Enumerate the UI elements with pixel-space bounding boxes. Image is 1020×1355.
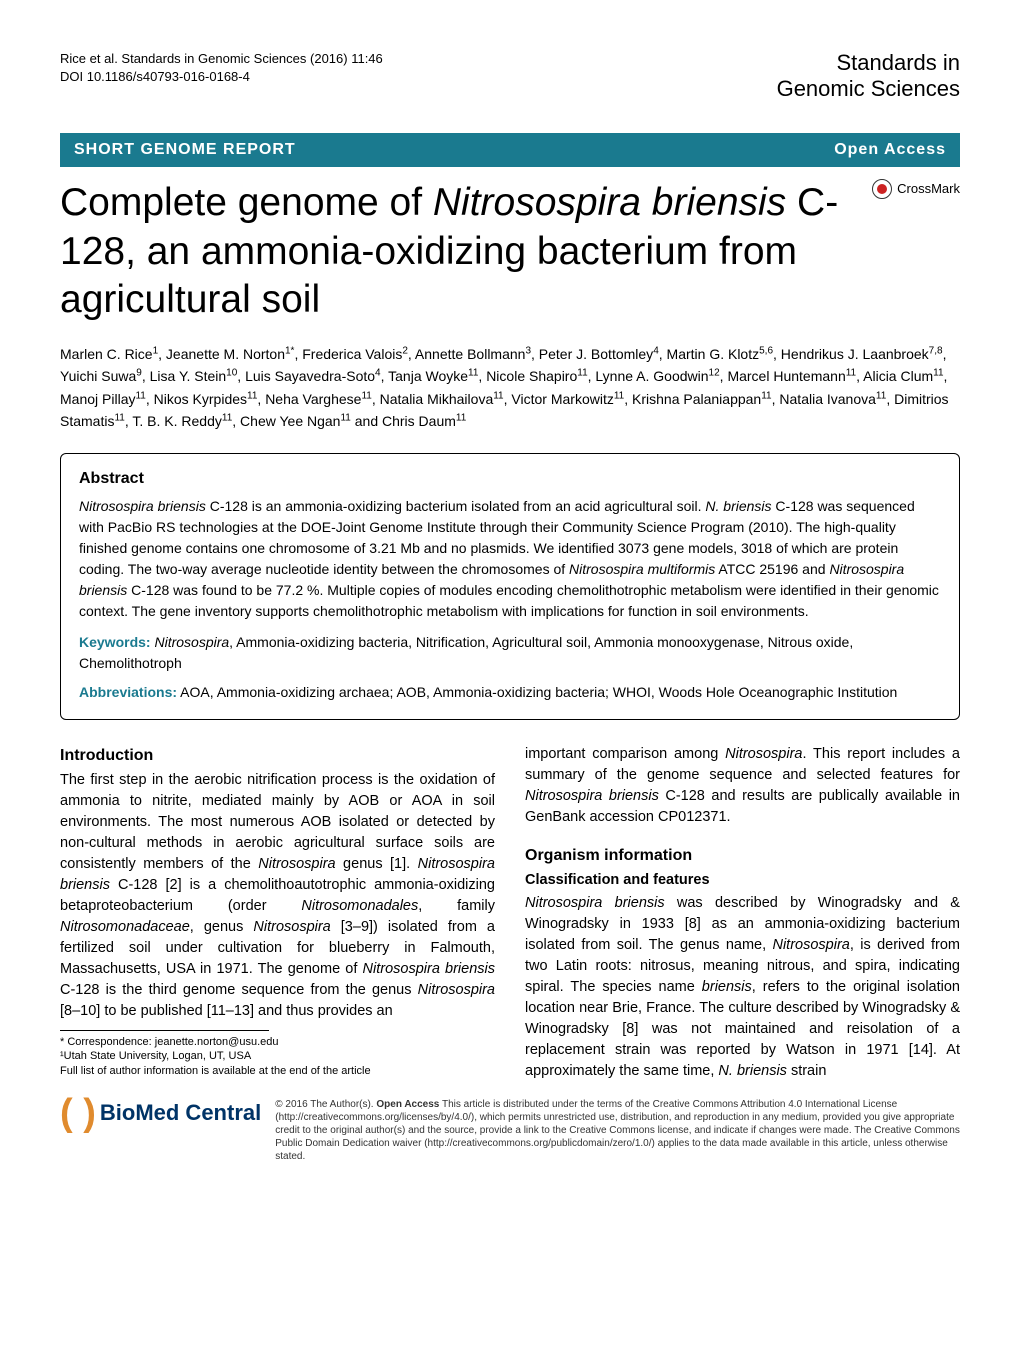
doi-line: DOI 10.1186/s40793-016-0168-4 [60, 68, 383, 86]
journal-line-2: Genomic Sciences [777, 76, 960, 102]
right-column: important comparison among Nitrosospira.… [525, 744, 960, 1082]
section-banner: SHORT GENOME REPORT Open Access [60, 133, 960, 167]
bmc-logo-text: BioMed Central [100, 1100, 261, 1126]
author-info-footnote: Full list of author information is avail… [60, 1064, 495, 1078]
affiliation-footnote: ¹Utah State University, Logan, UT, USA [60, 1049, 495, 1063]
citation-block: Rice et al. Standards in Genomic Science… [60, 50, 383, 86]
correspondence-footnote: * Correspondence: jeanette.norton@usu.ed… [60, 1035, 495, 1049]
abbreviations-line: Abbreviations: AOA, Ammonia-oxidizing ar… [79, 682, 941, 703]
journal-line-1: Standards in [777, 50, 960, 76]
footnote-separator [60, 1030, 269, 1031]
crossmark-label: CrossMark [897, 181, 960, 196]
journal-name: Standards in Genomic Sciences [777, 50, 960, 103]
biomed-central-logo: ( ) BioMed Central [60, 1098, 261, 1128]
keywords-line: Keywords: Nitrosospira, Ammonia-oxidizin… [79, 632, 941, 674]
keywords-text: Nitrosospira, Ammonia-oxidizing bacteria… [79, 634, 853, 671]
open-access-label: Open Access [834, 141, 946, 159]
classification-subheading: Classification and features [525, 870, 960, 891]
intro-continuation: important comparison among Nitrosospira.… [525, 744, 960, 828]
bmc-logo-icon: ( ) [60, 1098, 96, 1128]
article-title: Complete genome of Nitrosospira briensis… [60, 179, 960, 325]
author-list: Marlen C. Rice1, Jeanette M. Norton1*, F… [60, 343, 960, 433]
section-type: SHORT GENOME REPORT [74, 141, 296, 159]
introduction-heading: Introduction [60, 744, 495, 767]
page-header: Rice et al. Standards in Genomic Science… [60, 50, 960, 103]
citation-line: Rice et al. Standards in Genomic Science… [60, 50, 383, 68]
abbreviations-label: Abbreviations: [79, 684, 177, 700]
abbreviations-text: AOA, Ammonia-oxidizing archaea; AOB, Amm… [177, 684, 897, 700]
abstract-text: Nitrosospira briensis C-128 is an ammoni… [79, 496, 941, 622]
classification-paragraph: Nitrosospira briensis was described by W… [525, 893, 960, 1082]
organism-info-heading: Organism information [525, 844, 960, 867]
body-columns: Introduction The first step in the aerob… [60, 744, 960, 1082]
keywords-label: Keywords: [79, 634, 151, 650]
crossmark-badge[interactable]: CrossMark [872, 179, 960, 199]
license-text: © 2016 The Author(s). Open Access This a… [275, 1098, 960, 1163]
crossmark-icon [872, 179, 892, 199]
left-column: Introduction The first step in the aerob… [60, 744, 495, 1082]
abstract-box: Abstract Nitrosospira briensis C-128 is … [60, 453, 960, 720]
footer-block: ( ) BioMed Central © 2016 The Author(s).… [60, 1098, 960, 1163]
abstract-heading: Abstract [79, 470, 941, 488]
introduction-paragraph: The first step in the aerobic nitrificat… [60, 770, 495, 1022]
